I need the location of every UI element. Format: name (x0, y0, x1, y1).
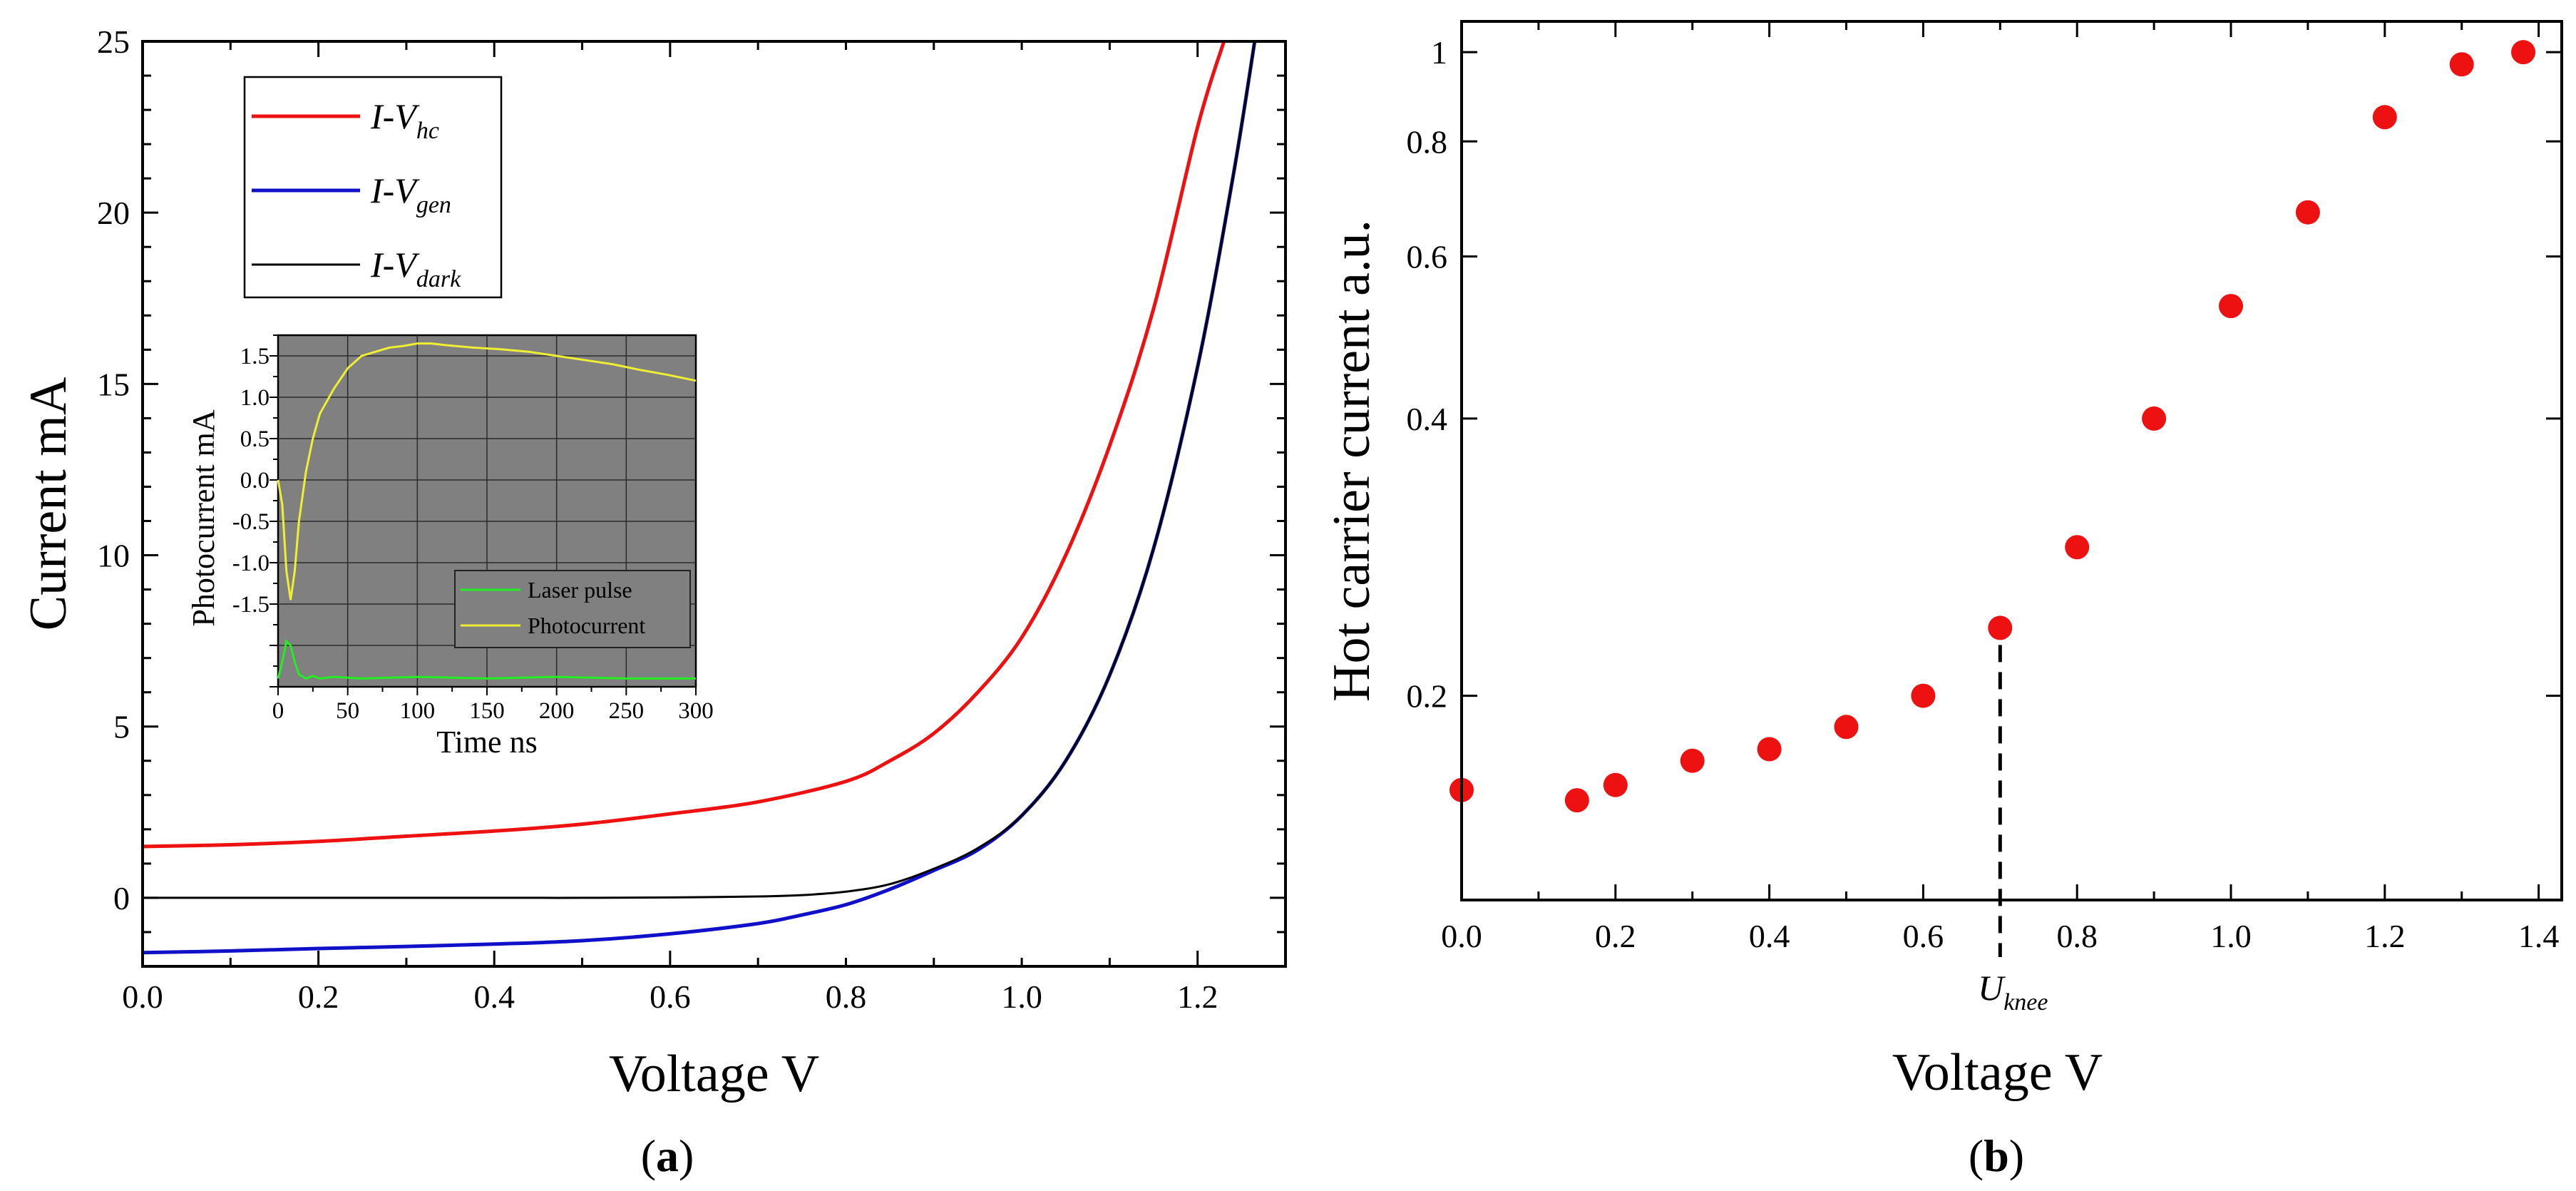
x-tick-label: 1.4 (2518, 918, 2560, 954)
inset-legend-label-photocurrent: Photocurrent (528, 613, 645, 638)
data-point (2219, 294, 2244, 319)
inset-legend-box (454, 570, 691, 648)
x-tick-label: 1.0 (2210, 918, 2252, 954)
data-point (1680, 748, 1705, 773)
x-tick-label: 0.8 (826, 978, 867, 1015)
panel-a-tick-labels: 0.0 0.2 0.4 0.6 0.8 1.0 1.2 0 5 10 15 20 25 (97, 24, 1218, 1015)
panel-a-y-axis-title: Current mA (19, 377, 78, 631)
panel-b-tick-labels: 0.0 0.2 0.4 0.6 0.8 1.0 1.2 1.4 0.2 0.4 0.6 0.8 1 (1407, 34, 2560, 954)
x-tick-label: 0.4 (473, 978, 515, 1015)
y-tick-label: 0.2 (1407, 678, 1448, 715)
x-tick-label: 0.4 (1749, 918, 1790, 954)
data-point (1988, 615, 2013, 640)
y-tick-label: 15 (97, 366, 130, 402)
inset-y-tick-label: -1.5 (232, 592, 270, 618)
x-tick-label: 0.8 (2056, 918, 2098, 954)
panel-b-ticks (1460, 21, 2562, 900)
x-tick-label: 0.2 (298, 978, 339, 1015)
inset-y-tick-label: 0.5 (240, 426, 270, 452)
panel-b-x-axis-title: Voltage V (1892, 1043, 2103, 1102)
inset-y-tick-label: 0.0 (240, 468, 270, 494)
y-tick-label: 10 (97, 538, 130, 574)
y-tick-label: 25 (97, 24, 130, 60)
inset-x-tick-label: 300 (678, 698, 714, 724)
panel-b-y-axis-title: Hot carrier current a.u. (1323, 220, 1381, 702)
data-point (2065, 535, 2090, 560)
panel-b-label: (b) (1969, 1130, 2024, 1181)
y-tick-label: 0.8 (1407, 123, 1448, 160)
x-tick-label: 0.6 (650, 978, 691, 1015)
data-point (1757, 737, 1782, 762)
x-tick-label: 0.0 (1441, 918, 1482, 954)
x-tick-label: 0.0 (122, 978, 163, 1015)
x-tick-label: 0.6 (1903, 918, 1944, 954)
inset-x-axis-title: Time ns (436, 725, 537, 760)
inset-y-tick-label: -1.0 (232, 551, 270, 576)
inset-grid (270, 334, 697, 695)
inset-y-tick-label: 1.5 (240, 344, 270, 369)
inset-x-tick-label: 0 (272, 698, 284, 724)
panel-a-label: (a) (641, 1130, 694, 1181)
data-point (2511, 40, 2536, 65)
y-tick-label: 0.4 (1407, 401, 1448, 437)
inset-x-tick-label: 200 (539, 698, 575, 724)
inset-x-tick-label: 50 (336, 698, 359, 724)
inset-y-tick-label: 1.0 (240, 385, 270, 411)
inset-x-tick-label: 100 (400, 698, 436, 724)
y-tick-label: 5 (113, 709, 130, 745)
inset-legend: Laser pulse Photocurrent (454, 570, 691, 648)
data-point (2372, 105, 2397, 130)
panel-b: 0.0 0.2 0.4 0.6 0.8 1.0 1.2 1.4 0.2 0.4 0.6 0.8 1 Uk… (1323, 20, 2563, 1181)
knee-label: Uknee (1978, 968, 2048, 1016)
data-point (1603, 772, 1628, 797)
y-tick-label: 1 (1431, 34, 1447, 71)
inset-series-laser (277, 639, 696, 680)
y-tick-label: 20 (97, 195, 130, 231)
panel-a-plot-frame (141, 40, 1287, 968)
data-point (1911, 683, 1936, 708)
data-point (1834, 715, 1859, 740)
inset-legend-label-laser: Laser pulse (528, 577, 632, 603)
x-tick-label: 1.0 (1001, 978, 1042, 1015)
data-point (1564, 788, 1589, 813)
data-point (2142, 406, 2167, 431)
inset-chart: 0 50 100 150 200 250 300 1.5 1.0 0.5 0.0 -0.5 -1.0 -1… (186, 334, 714, 760)
inset-y-tick-label: -0.5 (232, 509, 270, 535)
data-point (2295, 200, 2320, 225)
legend-label-hc: I-Vhc (370, 96, 439, 144)
legend-box (243, 76, 503, 299)
panel-b-plot-frame (1460, 20, 2563, 901)
inset-series (277, 342, 697, 680)
x-tick-label: 0.2 (1595, 918, 1636, 954)
series-line-dark (143, 41, 1256, 899)
panel-a-series (142, 41, 1257, 955)
inset-y-axis-title: Photocurrent mA (186, 409, 221, 627)
inset-tick-labels: 0 50 100 150 200 250 300 1.5 1.0 0.5 0.0 -0.5 -1.0 -1… (232, 344, 714, 724)
y-tick-label: 0.6 (1407, 239, 1448, 275)
inset-x-tick-label: 150 (469, 698, 505, 724)
data-point (2449, 52, 2474, 77)
x-tick-label: 1.2 (1177, 978, 1218, 1015)
panel-a: 0.0 0.2 0.4 0.6 0.8 1.0 1.2 0 5 10 15 20 25 Voltage … (19, 24, 1287, 1181)
panel-b-points (1449, 40, 2536, 813)
panel-a-x-axis-title: Voltage V (609, 1045, 819, 1103)
inset-series-photocurrent (277, 342, 697, 600)
legend-label-dark: I-Vdark (370, 245, 461, 292)
inset-x-tick-label: 250 (609, 698, 645, 724)
y-tick-label: 0 (113, 880, 130, 916)
x-tick-label: 1.2 (2364, 918, 2406, 954)
series-line-hc (142, 41, 1226, 849)
